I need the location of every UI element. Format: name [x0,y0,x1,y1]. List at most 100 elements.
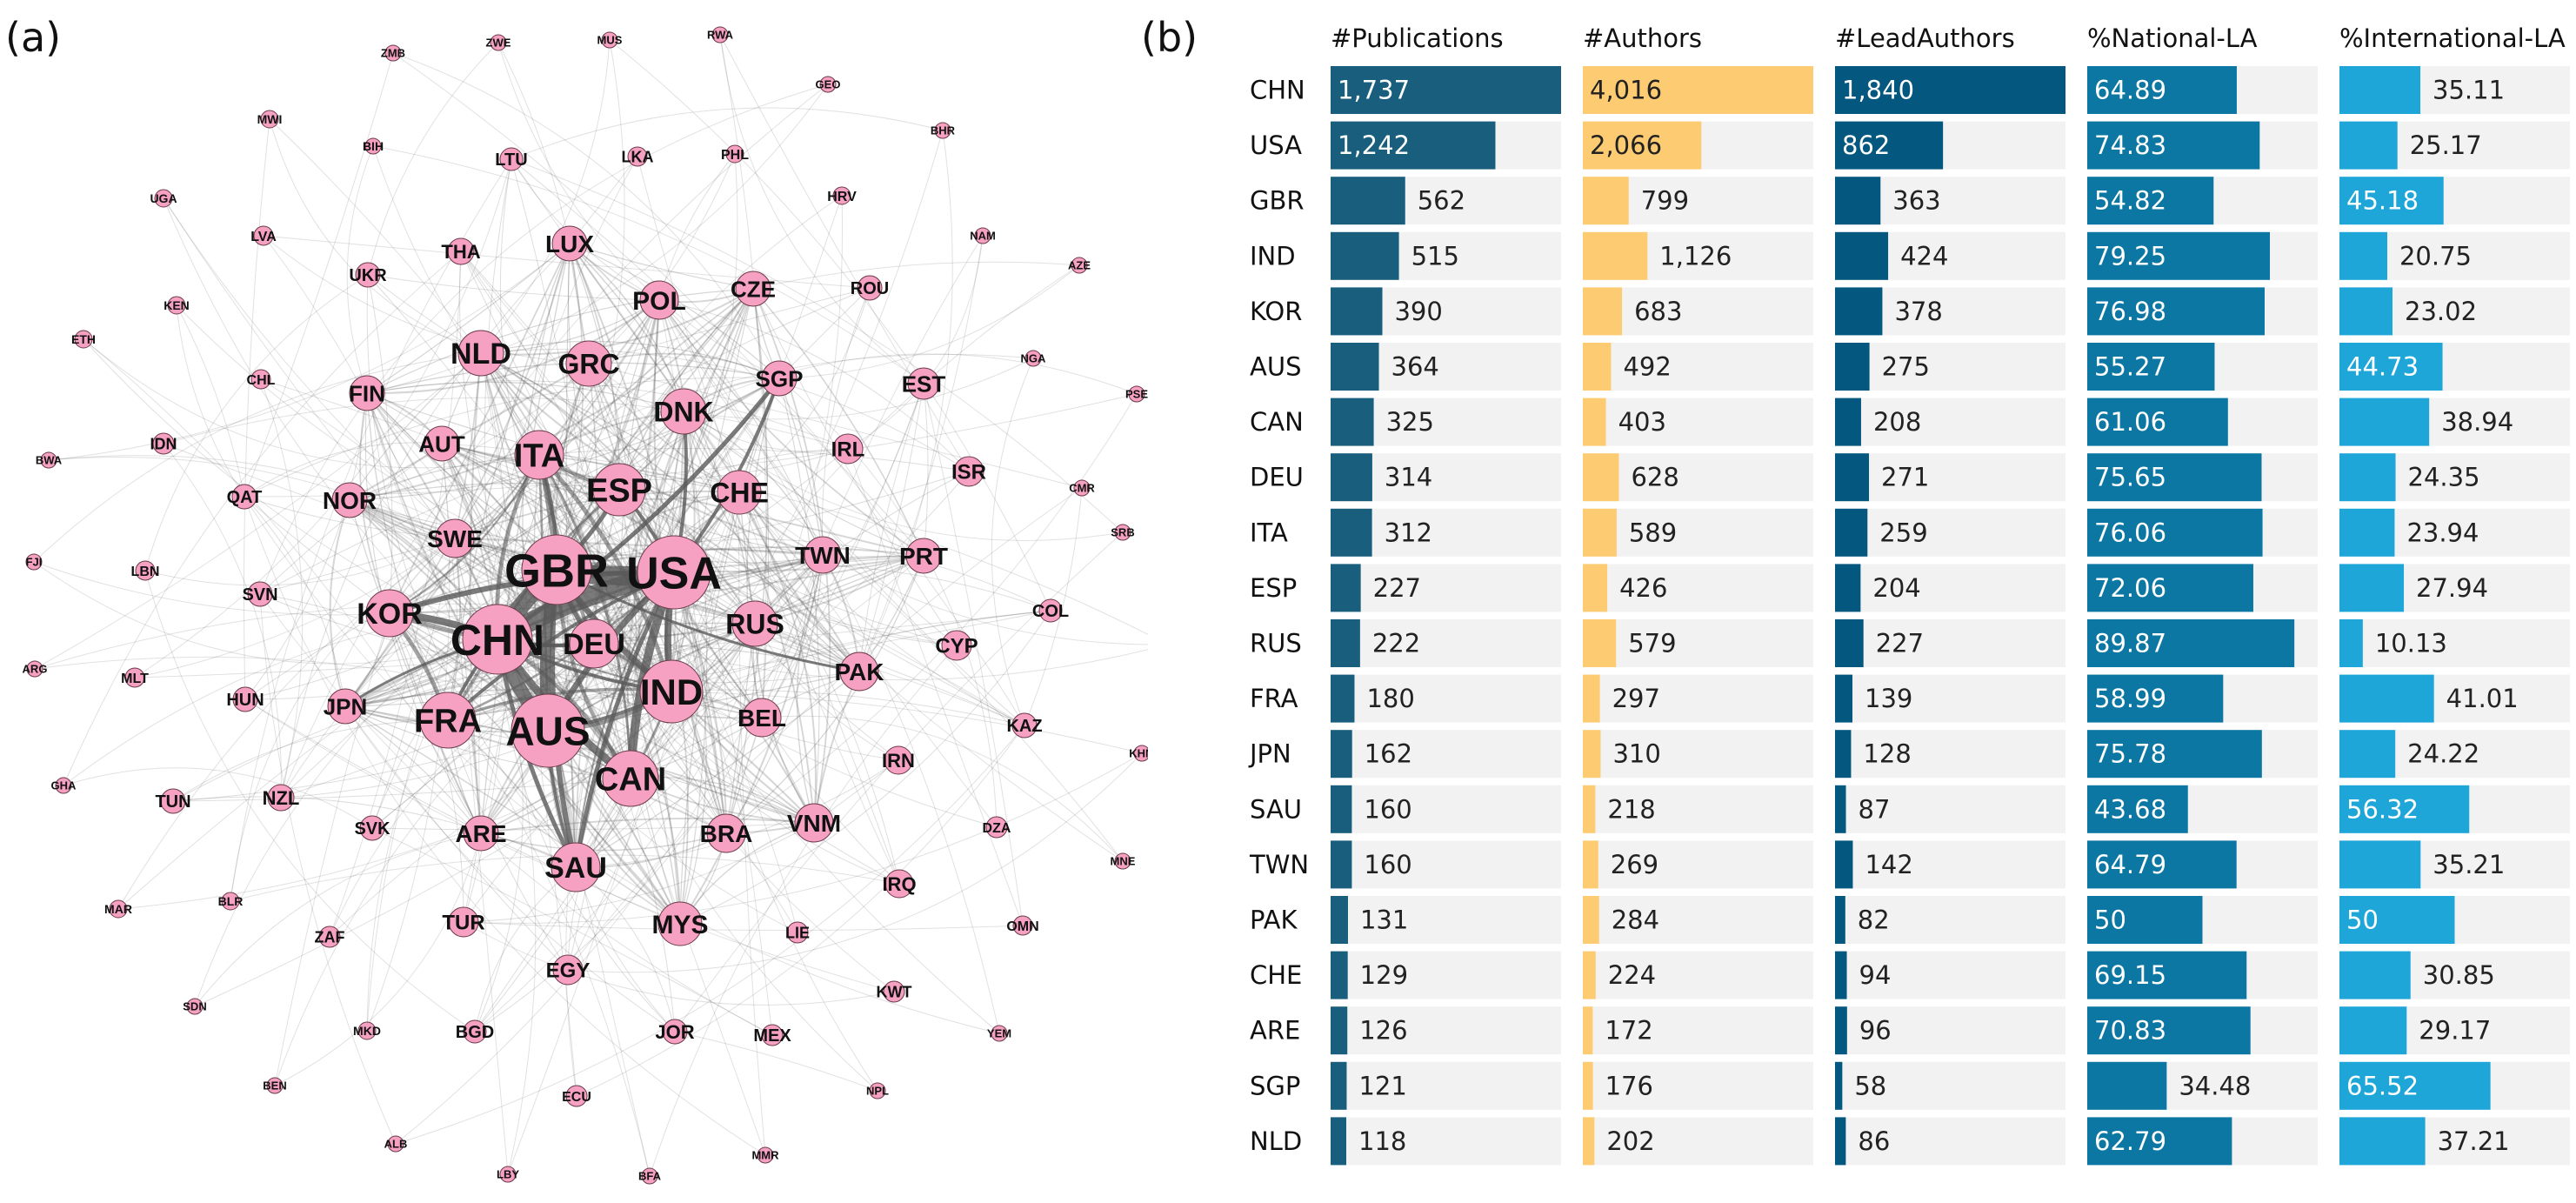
edge [738,491,766,1156]
node-lbn [135,560,156,581]
edge [480,817,815,834]
bar-label-publications: 160 [1364,850,1411,879]
edge [83,338,482,834]
edge [460,251,727,834]
bar-authors [1583,1117,1595,1166]
edge [474,623,756,1033]
edge [674,1031,878,1092]
node-chl [250,369,271,390]
bar-track [1331,730,1561,779]
bar-international [2339,785,2470,833]
bar-label-national: 89.87 [2094,629,2166,658]
node-gha [55,777,72,794]
node-fra [419,692,477,749]
bar-track [1835,785,2065,833]
bar-lead [1835,343,1870,391]
edge [480,349,970,472]
edge [329,499,350,707]
edge [244,377,780,498]
node-label: AUS [505,709,590,754]
node-label: ESP [586,473,652,510]
edge [719,34,970,472]
edge [144,274,369,571]
node-label: SVK [354,819,390,839]
bar-label-publications: 325 [1386,407,1434,437]
bar-label-national: 54.82 [2094,186,2166,216]
edge [349,352,482,501]
node-omn [1012,915,1033,936]
bar-national [2087,231,2271,280]
node-jor [662,1019,688,1045]
node-ecu [565,1085,588,1107]
node-label: CYP [935,635,978,658]
node-label: MNE [1111,855,1136,868]
bar-international [2339,66,2421,114]
node-label: HRV [827,190,857,204]
edge [366,392,456,539]
bar-track [1331,840,1561,889]
node-label: MWI [257,112,283,126]
edge [344,243,571,707]
node-label: KEN [164,298,190,312]
edge [569,243,684,412]
edge [738,491,1148,645]
edge [761,715,1124,862]
edge [752,288,770,718]
node-label: NZL [263,787,300,809]
bar-track [1835,1117,2065,1166]
edge [673,571,707,925]
edge [480,352,672,692]
row-label: CHN [1250,76,1305,105]
edge [392,52,1025,726]
node-label: CHL [247,373,276,388]
bar-national [2087,177,2214,225]
bar-track [1583,619,1813,667]
edge [593,554,824,645]
node-label: LIE [785,924,810,941]
edge [683,411,860,672]
bar-label-international: 38.94 [2441,407,2513,437]
bar-label-publications: 131 [1360,906,1408,935]
edge [658,299,970,472]
node-mex [761,1024,784,1046]
node-phl [725,144,744,164]
node-bhr [934,122,951,139]
edge [274,643,595,1086]
bar-label-lead: 275 [1882,352,1930,382]
node-label: PRT [899,543,948,570]
edge [349,363,590,501]
edge [618,489,860,672]
bar-track [2339,619,2570,667]
edge [1024,487,1083,726]
node-label: SVN [242,585,277,605]
edge [243,118,270,700]
bar-label-international: 27.94 [2416,573,2488,603]
bar-label-publications: 1,242 [1338,130,1410,160]
node-label: ZMB [381,47,405,60]
node-label: KOR [357,598,423,631]
bar-international [2339,398,2430,446]
bar-label-national: 64.89 [2094,76,2166,105]
bar-lead [1835,287,1883,336]
edge [858,383,924,672]
edge [575,383,924,868]
bar-track [1331,951,1561,999]
edge [48,243,571,461]
bar-label-publications: 390 [1394,297,1442,326]
bar-label-authors: 579 [1628,629,1676,658]
edge [259,593,397,1145]
edge [649,645,958,1177]
node-label: BEN [263,1079,286,1093]
node-nld [457,330,504,377]
node-label: NPL [866,1085,889,1098]
node-label: NOR [323,487,377,514]
row-label: CHE [1250,960,1302,990]
bar-authors [1583,508,1617,557]
bar-label-lead: 86 [1858,1126,1890,1156]
bar-label-international: 35.21 [2433,850,2505,879]
node-label: LBN [131,565,160,579]
edge [658,299,900,885]
node-label: GEO [816,78,841,91]
edge [588,363,740,493]
